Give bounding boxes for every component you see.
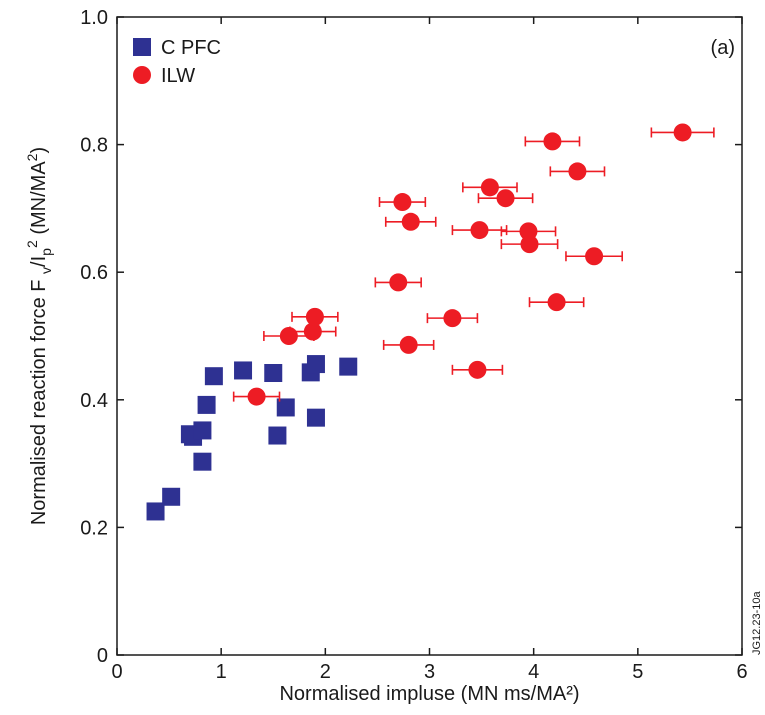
ilw-point: [528, 293, 585, 312]
ilw-point: [374, 273, 422, 292]
ilw-point: [650, 123, 715, 142]
c-pfc-point: [306, 355, 325, 374]
y-tick-label: 0: [97, 645, 108, 667]
ilw-marker: [673, 123, 692, 142]
ilw-point: [500, 235, 559, 254]
c-pfc-point: [268, 426, 287, 445]
ilw-marker: [247, 387, 266, 406]
c-pfc-point: [193, 421, 212, 440]
ilw-marker: [303, 322, 322, 341]
legend-label-c-pfc: C PFC: [161, 37, 221, 59]
ilw-point: [289, 322, 337, 341]
legend-label-ilw: ILW: [161, 65, 195, 87]
plot-frame: [116, 16, 743, 656]
axis-ticks: [116, 16, 743, 656]
x-tick-label: 6: [736, 661, 747, 683]
y-tick-label: 0.4: [80, 390, 108, 412]
ilw-point: [378, 193, 427, 212]
c-pfc-point: [234, 361, 253, 380]
ilw-marker: [468, 360, 487, 379]
ilw-marker: [480, 178, 499, 197]
x-tick-label: 3: [424, 661, 435, 683]
y-tick-label: 0.6: [80, 262, 108, 284]
y-tick-label: 1.0: [80, 7, 108, 29]
c-pfc-point: [264, 364, 283, 383]
ilw-point: [477, 189, 534, 208]
legend-marker-ilw: [133, 66, 151, 84]
ilw-marker: [568, 162, 587, 181]
ilw-point: [451, 221, 508, 240]
tick-labels: 0 1 2 3 4 5 6 0 0.2 0.4 0.6 0.8 1.0: [80, 7, 747, 683]
c-pfc-point: [197, 395, 216, 414]
legend-marker-c-pfc: [133, 38, 151, 56]
y-tick-label: 0.2: [80, 517, 108, 539]
x-tick-label: 4: [528, 661, 539, 683]
ilw-point: [565, 247, 624, 266]
ilw-point: [291, 307, 339, 326]
ilw-point: [524, 132, 581, 151]
c-pfc-point: [306, 408, 325, 427]
ilw-marker: [401, 212, 420, 231]
ilw-marker: [543, 132, 562, 151]
x-axis-title: Normalised impluse (MN ms/MA²): [279, 683, 579, 705]
ilw-marker: [279, 327, 298, 345]
figure-code: JG12.23-10a: [751, 591, 763, 655]
ilw-marker: [389, 273, 408, 292]
ilw-marker: [585, 247, 604, 266]
ilw-point: [462, 178, 518, 197]
c-pfc-point: [339, 357, 358, 376]
ilw-marker: [443, 309, 462, 328]
c-pfc-point: [146, 502, 165, 521]
legend: C PFC ILW: [133, 37, 221, 87]
c-pfc-point: [276, 398, 295, 417]
ilw-marker: [305, 307, 324, 326]
ilw-marker: [547, 293, 566, 312]
ilw-marker: [496, 189, 515, 208]
y-tick-label: 0.8: [80, 135, 108, 157]
ilw-marker: [393, 193, 412, 212]
ilw-point: [232, 387, 281, 406]
x-tick-label: 2: [320, 661, 331, 683]
ilw-point: [384, 212, 437, 231]
ilw-marker: [470, 221, 489, 240]
x-tick-label: 1: [216, 661, 227, 683]
ilw-point: [451, 360, 504, 379]
c-pfc-point: [193, 452, 212, 471]
ilw-marker: [399, 335, 418, 354]
y-axis-title: Normalised reaction force F v/Ip2 (MN/MA…: [24, 147, 54, 525]
ilw-marker: [520, 235, 539, 254]
data-points: [146, 123, 715, 521]
x-tick-label: 0: [111, 661, 122, 683]
ilw-point: [382, 335, 435, 354]
panel-label: (a): [711, 37, 735, 59]
c-pfc-point: [204, 367, 223, 386]
c-pfc-point: [162, 487, 181, 506]
ilw-point: [549, 162, 606, 181]
x-tick-label: 5: [632, 661, 643, 683]
ilw-point: [426, 309, 479, 328]
